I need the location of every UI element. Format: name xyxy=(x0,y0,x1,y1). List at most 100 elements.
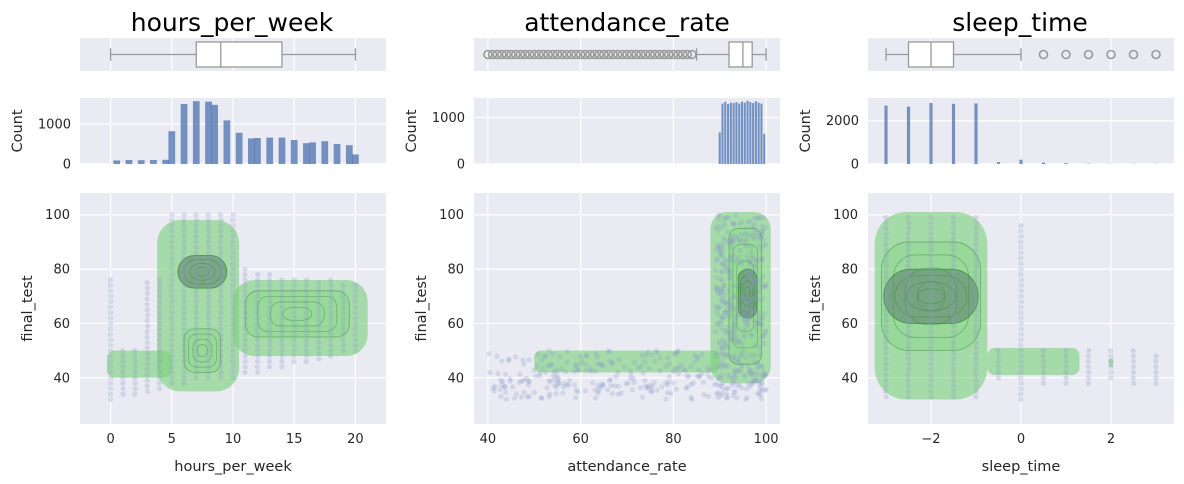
scatter-point xyxy=(573,364,579,370)
scatter-point xyxy=(708,375,715,381)
scatter-point xyxy=(206,277,212,283)
scatter-point xyxy=(883,388,889,394)
scatter-point xyxy=(756,371,763,377)
scatter-point xyxy=(315,307,322,313)
scatter-point xyxy=(120,386,126,392)
scatter-point xyxy=(1018,282,1024,288)
scatter-point xyxy=(291,331,298,337)
scatter-point xyxy=(951,296,957,302)
scatter-point xyxy=(599,383,605,389)
scatter-point xyxy=(722,363,728,370)
scatter-point xyxy=(587,366,594,372)
scatter-point xyxy=(751,225,757,231)
scatter-point xyxy=(266,331,273,337)
scatter-point xyxy=(495,371,501,377)
hist-bar xyxy=(906,106,911,164)
scatter-point xyxy=(267,358,273,365)
scatter-point xyxy=(745,232,751,238)
scatter-point xyxy=(718,289,725,295)
scatter-point xyxy=(740,348,746,354)
scatter-point xyxy=(552,382,558,388)
scatter-point xyxy=(928,258,934,264)
scatter-point xyxy=(663,396,669,402)
scatter-point xyxy=(291,315,298,321)
box-outlier xyxy=(594,49,604,60)
scatter-point xyxy=(254,331,261,337)
scatter-point xyxy=(905,301,912,308)
scatter-point xyxy=(156,309,162,316)
scatter-point xyxy=(1018,353,1024,359)
scatter-point xyxy=(728,302,734,308)
scatter-point xyxy=(739,362,745,369)
scatter-point xyxy=(1018,293,1024,299)
scatter-point xyxy=(230,348,236,354)
scatter-point xyxy=(734,313,740,319)
scatter-point xyxy=(928,214,934,221)
scatter-point xyxy=(762,371,768,377)
scatter-point xyxy=(744,272,751,279)
scatter-point xyxy=(699,351,705,358)
scatter-point xyxy=(905,323,911,329)
scatter-point xyxy=(730,283,736,289)
box-outlier xyxy=(673,49,683,60)
scatter-point xyxy=(205,250,212,256)
scatter-point xyxy=(1130,353,1137,359)
scatter-point xyxy=(537,370,543,376)
scatter-point xyxy=(267,293,273,299)
scatter-point xyxy=(230,304,236,310)
scatter-point xyxy=(713,353,719,359)
scatter-point xyxy=(973,214,979,221)
scatter-point xyxy=(746,296,752,302)
scatter-point xyxy=(279,288,285,294)
scatter-point xyxy=(217,212,224,218)
scatter-point xyxy=(722,299,728,305)
scatter-ytick-label: 40 xyxy=(53,371,70,386)
scatter-point xyxy=(575,389,581,395)
scatter-point xyxy=(712,329,719,335)
scatter-point xyxy=(107,331,113,337)
scatter-point xyxy=(169,331,175,337)
scatter-point xyxy=(254,293,261,299)
scatter-point xyxy=(193,331,199,337)
scatter-point xyxy=(1153,375,1159,381)
box-outlier xyxy=(687,49,697,60)
scatter-point xyxy=(230,309,236,316)
scatter-point xyxy=(303,326,309,332)
scatter-point xyxy=(928,329,934,335)
scatter-ytick-label: 100 xyxy=(45,208,70,223)
scatter-point xyxy=(713,286,720,292)
scatter-point xyxy=(157,277,163,283)
scatter-point xyxy=(748,244,754,250)
scatter-point xyxy=(973,280,979,286)
scatter-point xyxy=(670,380,676,386)
scatter-point xyxy=(193,293,199,299)
scatter-point xyxy=(724,265,731,271)
scatter-point xyxy=(973,361,979,367)
scatter-point xyxy=(328,282,334,288)
scatter-point xyxy=(883,236,889,242)
scatter-point xyxy=(883,242,889,248)
scatter-point xyxy=(169,353,175,359)
scatter-point xyxy=(315,345,322,351)
scatter-point xyxy=(352,304,359,310)
scatter-point xyxy=(571,382,578,388)
scatter-point xyxy=(734,306,740,312)
scatter-point xyxy=(157,386,163,392)
scatter-point xyxy=(316,334,322,340)
scatter-point xyxy=(230,288,236,294)
scatter-point xyxy=(754,215,760,221)
scatter-point xyxy=(730,325,736,331)
scatter-point xyxy=(746,313,752,320)
scatter-point xyxy=(593,368,599,374)
hist-bar xyxy=(729,102,732,164)
scatter-point xyxy=(973,231,979,237)
scatter-point xyxy=(206,228,212,234)
scatter-point xyxy=(905,388,912,394)
scatter-point xyxy=(594,354,600,360)
kde-contour xyxy=(917,288,945,305)
scatter-point xyxy=(567,377,573,383)
scatter-point xyxy=(156,288,163,294)
scatter-point xyxy=(722,300,728,307)
box-outlier xyxy=(561,49,572,60)
scatter-point xyxy=(512,354,519,360)
